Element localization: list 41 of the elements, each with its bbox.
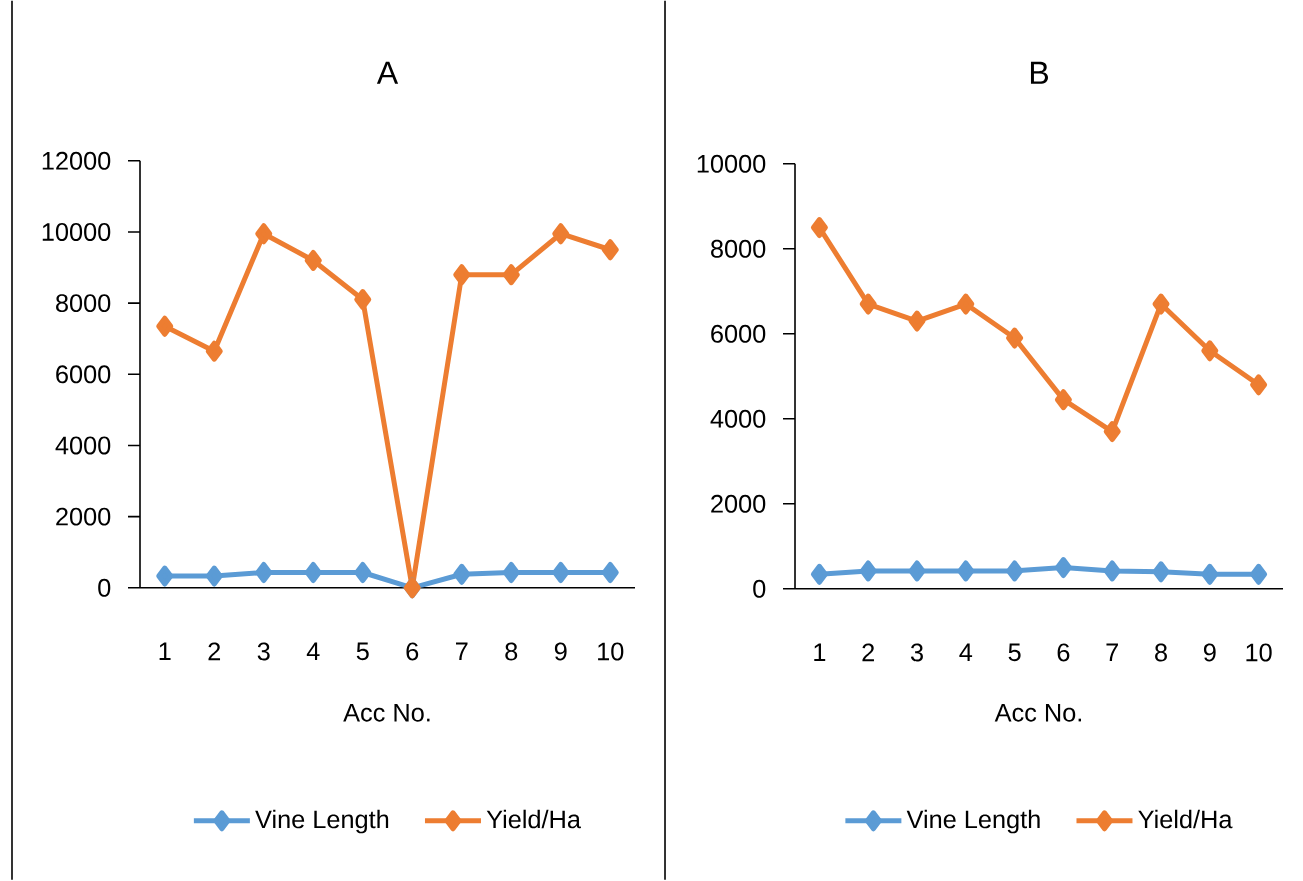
x-tick-label: 5 <box>1008 643 1021 662</box>
y-tick-label: 0 <box>98 579 111 597</box>
x-tick-label: 5 <box>356 642 369 661</box>
legend-label: Vine Length <box>255 809 389 834</box>
x-tick-label: 1 <box>814 643 826 662</box>
x-tick-label: 10 <box>1246 643 1272 662</box>
y-tick-label: 8000 <box>711 240 766 258</box>
y-tick-label: 4000 <box>710 410 766 428</box>
y-tick-label: 0 <box>753 580 766 598</box>
y-tick-label: 2000 <box>56 507 111 526</box>
y-tick-label: 8000 <box>56 294 111 313</box>
x-tick-label: 4 <box>306 642 320 661</box>
chart-title: B <box>1030 61 1048 84</box>
x-axis-title: Acc No. <box>343 704 430 722</box>
x-tick-label: 10 <box>598 642 624 661</box>
y-tick-label: 12000 <box>42 152 111 170</box>
legend-label: Vine Length <box>906 809 1040 834</box>
legend-label: Yield/Ha <box>486 809 581 829</box>
x-axis-title: Acc No. <box>994 704 1082 722</box>
x-tick-label: 2 <box>208 642 221 661</box>
y-tick-label: 6000 <box>711 325 766 343</box>
x-tick-label: 7 <box>456 642 468 661</box>
y-tick-label: 10000 <box>697 155 766 173</box>
x-tick-label: 8 <box>1155 643 1167 662</box>
y-tick-label: 4000 <box>55 436 111 455</box>
x-tick-label: 1 <box>159 642 171 661</box>
y-tick-label: 6000 <box>56 365 111 384</box>
x-tick-label: 9 <box>554 642 567 661</box>
y-tick-label: 2000 <box>711 495 766 513</box>
x-tick-label: 8 <box>505 642 518 661</box>
legend-label: Yield/Ha <box>1138 809 1233 829</box>
chart-title: A <box>376 61 399 84</box>
y-tick-label: 10000 <box>42 223 111 242</box>
x-tick-label: 7 <box>1106 643 1118 662</box>
x-tick-label: 6 <box>1057 643 1070 662</box>
x-tick-label: 3 <box>910 643 923 662</box>
x-tick-label: 4 <box>959 643 973 662</box>
x-tick-label: 6 <box>406 642 419 661</box>
x-tick-label: 2 <box>862 643 874 662</box>
x-tick-label: 9 <box>1203 643 1216 662</box>
x-tick-label: 3 <box>257 642 270 661</box>
